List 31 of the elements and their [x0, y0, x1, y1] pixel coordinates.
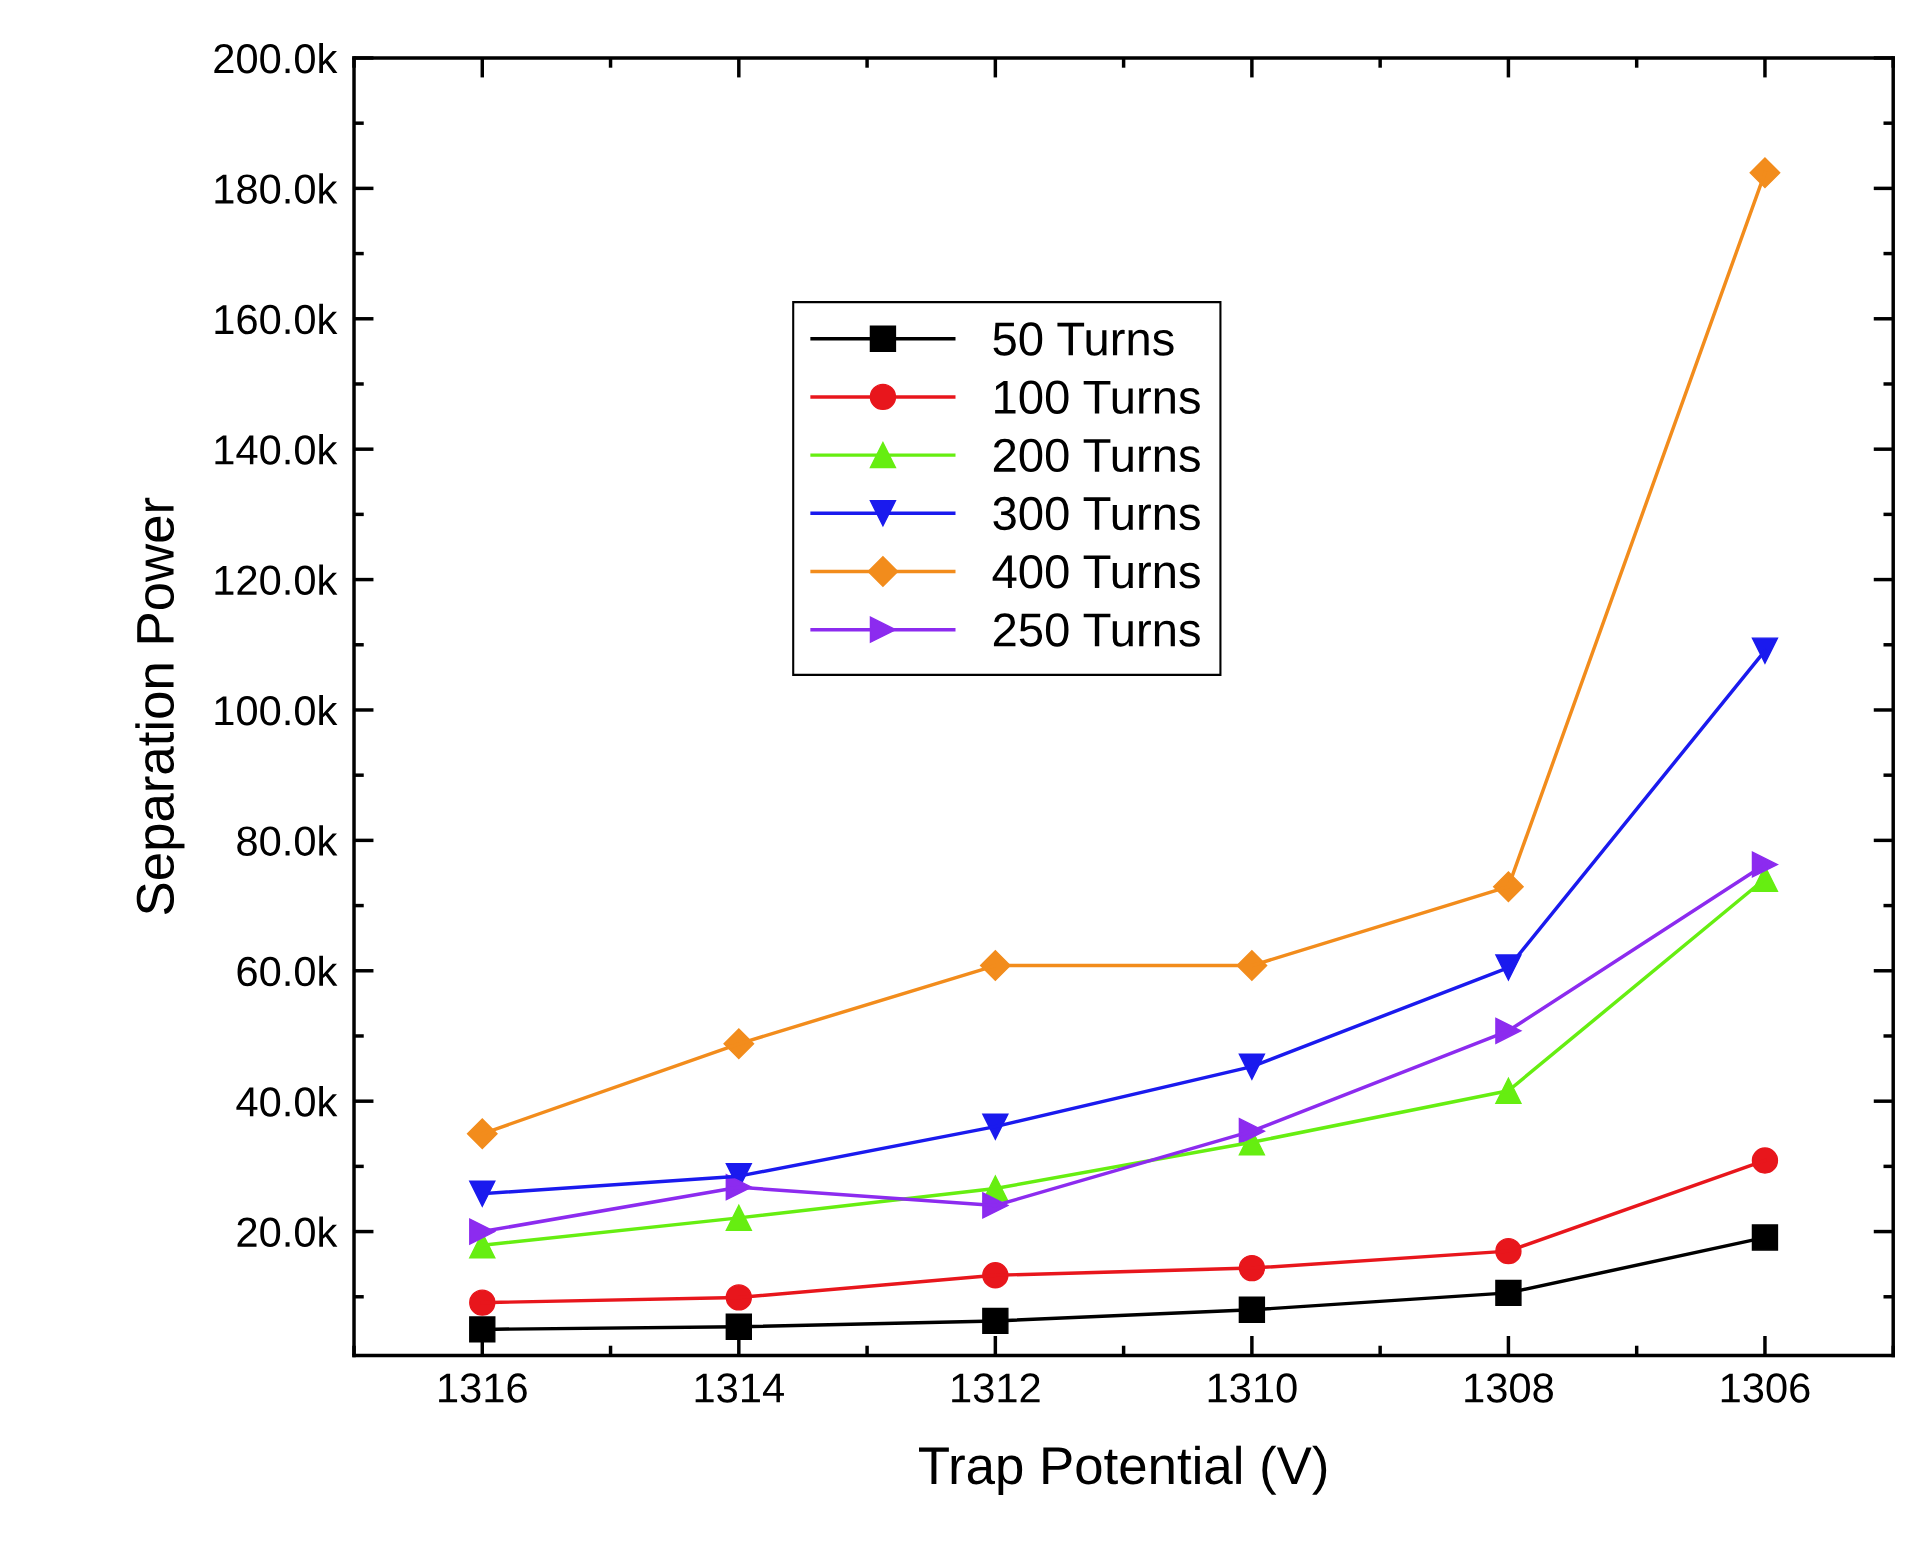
- point: [1751, 637, 1779, 664]
- y-tick-label: 40.0k: [236, 1086, 338, 1117]
- legend-label: 300 Turns: [993, 496, 1200, 531]
- y-tick-label: 20.0k: [237, 1216, 338, 1248]
- legend-label: 100 Turns: [995, 380, 1200, 414]
- x-tick-label: 1306: [1721, 1373, 1810, 1403]
- x-tick-label: 1310: [1208, 1373, 1297, 1403]
- x-tick-label: 1312: [952, 1373, 1040, 1403]
- y-axis-title: Separation Power: [135, 497, 185, 915]
- point: [1749, 157, 1781, 189]
- legend-label: 400 Turns: [992, 555, 1200, 589]
- y-tick-label: 80.0k: [237, 825, 338, 856]
- legend-label: 200 Turns: [993, 438, 1200, 473]
- point: [469, 1289, 496, 1316]
- y-tick-label: 200.0k: [214, 42, 338, 74]
- point: [1751, 1147, 1779, 1174]
- y-tick-label: 140.0k: [215, 434, 338, 465]
- point: [1751, 1224, 1779, 1251]
- y-tick-label: 60.0k: [237, 955, 338, 987]
- x-axis-title: Trap Potential (V): [919, 1445, 1327, 1495]
- point: [469, 1316, 496, 1343]
- y-tick-label: 160.0k: [215, 303, 338, 335]
- x-tick-label: 1316: [439, 1373, 527, 1403]
- x-tick-label: 1314: [695, 1373, 784, 1403]
- point: [466, 1118, 498, 1150]
- legend-label: 50 Turns: [993, 322, 1174, 356]
- y-tick-label: 120.0k: [215, 564, 338, 596]
- y-tick-label: 180.0k: [215, 173, 338, 204]
- x-tick-label: 1308: [1465, 1373, 1553, 1403]
- legend-label: 250 Turns: [993, 613, 1200, 647]
- y-tick-label: 100.0k: [215, 694, 338, 726]
